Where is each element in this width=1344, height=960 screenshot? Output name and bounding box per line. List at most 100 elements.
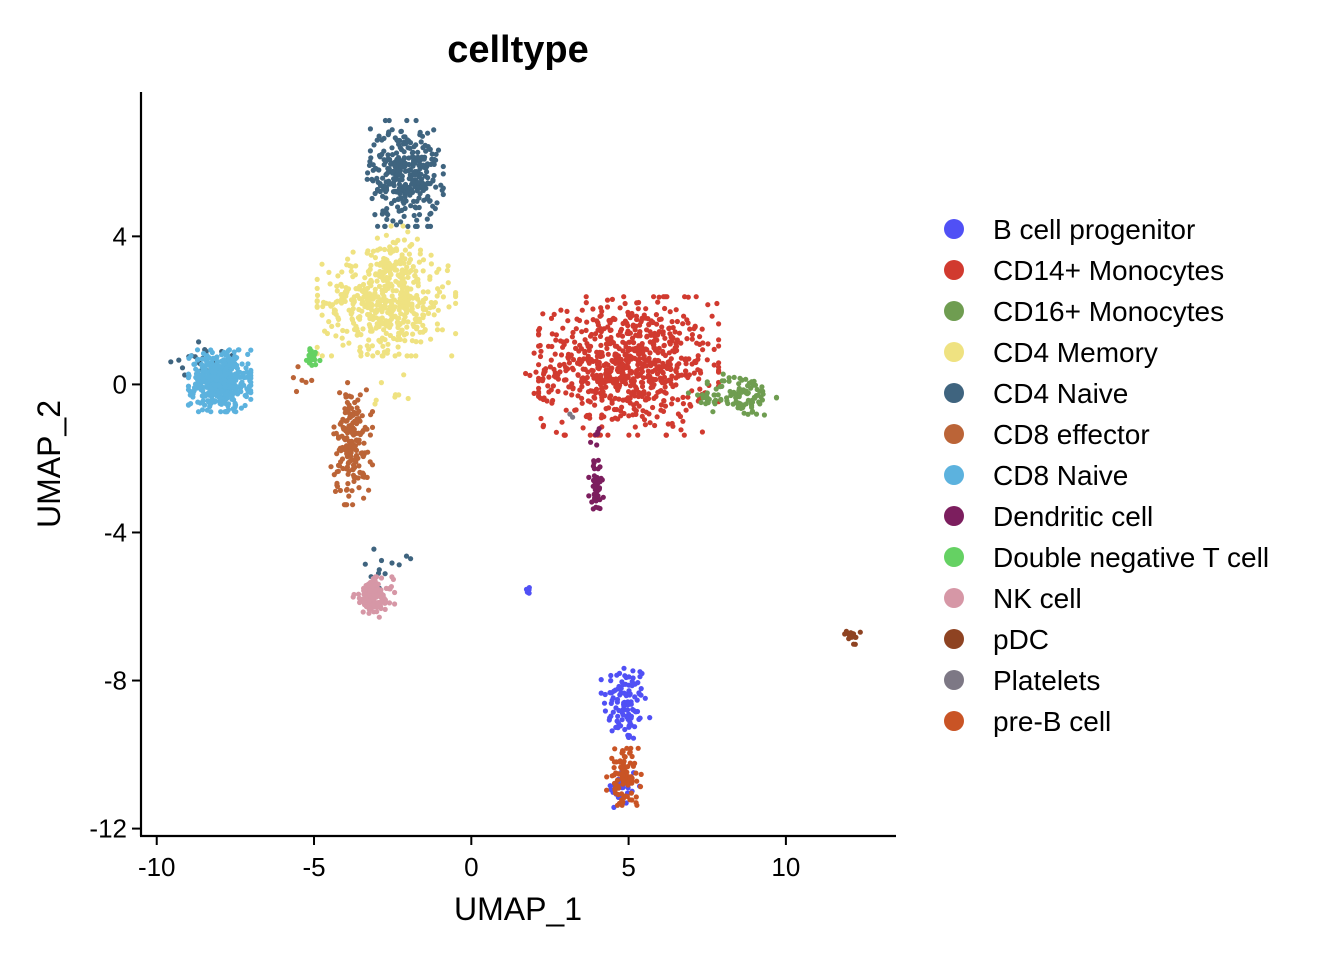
- data-point: [569, 392, 575, 398]
- data-point: [594, 318, 600, 324]
- data-point: [437, 289, 443, 295]
- data-point: [606, 373, 613, 379]
- data-point: [428, 336, 434, 342]
- data-point: [389, 293, 395, 299]
- data-point: [378, 575, 385, 581]
- data-point: [202, 402, 208, 408]
- data-point: [214, 377, 220, 383]
- data-point: [407, 293, 413, 299]
- data-point: [681, 313, 687, 319]
- data-point: [389, 560, 395, 566]
- data-point: [627, 346, 634, 352]
- data-point: [706, 396, 712, 402]
- data-point: [736, 381, 742, 387]
- data-point: [401, 237, 407, 243]
- data-point: [576, 317, 583, 324]
- data-point: [640, 408, 646, 414]
- data-point: [328, 464, 334, 470]
- data-point: [382, 117, 388, 124]
- data-point: [440, 191, 446, 198]
- data-point: [378, 380, 384, 386]
- data-point: [190, 391, 196, 397]
- data-point: [377, 588, 383, 594]
- data-point: [695, 392, 701, 398]
- legend-swatch: [944, 342, 964, 362]
- data-point: [239, 361, 245, 367]
- data-point: [647, 420, 653, 426]
- data-point: [620, 339, 626, 345]
- data-point: [616, 346, 622, 352]
- series-2: [685, 371, 780, 418]
- data-point: [432, 300, 438, 306]
- data-point: [380, 175, 386, 181]
- data-point: [548, 315, 555, 321]
- x-ticks: -10 -5 0 5 10: [138, 836, 800, 882]
- data-point: [424, 169, 430, 175]
- data-point: [413, 268, 419, 274]
- data-point: [322, 328, 328, 334]
- data-point: [537, 353, 544, 360]
- data-point: [314, 292, 321, 298]
- data-point: [375, 179, 381, 185]
- data-point: [354, 411, 360, 417]
- data-point: [649, 369, 656, 375]
- data-point: [550, 383, 557, 389]
- data-point: [335, 322, 341, 328]
- data-point: [397, 145, 403, 151]
- data-point: [610, 709, 616, 715]
- data-point: [565, 318, 571, 324]
- data-point: [225, 348, 231, 354]
- data-point: [349, 309, 355, 316]
- data-point: [290, 375, 296, 381]
- data-point: [362, 561, 368, 567]
- data-point: [402, 194, 408, 200]
- legend-swatch: [944, 547, 964, 567]
- data-point: [354, 416, 360, 422]
- data-point: [597, 464, 603, 470]
- data-point: [382, 303, 388, 309]
- data-point: [338, 459, 344, 465]
- data-point: [412, 204, 418, 210]
- y-axis-title: UMAP_2: [31, 400, 67, 528]
- data-point: [385, 169, 391, 175]
- data-point: [579, 395, 585, 401]
- data-point: [402, 338, 408, 344]
- data-point: [633, 313, 640, 319]
- data-point: [197, 383, 203, 390]
- data-point: [197, 400, 203, 406]
- data-point: [580, 366, 586, 372]
- data-point: [168, 359, 174, 365]
- data-point: [372, 255, 378, 261]
- data-point: [652, 357, 658, 363]
- data-point: [453, 292, 459, 298]
- data-point: [385, 309, 391, 316]
- data-point: [398, 164, 404, 170]
- data-point: [356, 437, 362, 443]
- data-point: [185, 402, 192, 408]
- data-point: [538, 415, 544, 422]
- data-point: [586, 347, 592, 353]
- data-point: [402, 314, 408, 320]
- data-point: [401, 295, 407, 301]
- data-point: [382, 606, 388, 613]
- data-point: [233, 371, 239, 377]
- data-point: [588, 439, 594, 445]
- data-point: [346, 493, 352, 499]
- data-point: [331, 424, 337, 430]
- data-point: [594, 349, 600, 355]
- legend-swatch: [944, 260, 964, 280]
- data-point: [684, 336, 690, 342]
- data-point: [425, 180, 431, 186]
- legend-label: NK cell: [993, 583, 1082, 614]
- data-point: [376, 614, 382, 620]
- data-point: [371, 577, 378, 583]
- data-point: [319, 353, 325, 359]
- data-point: [345, 409, 351, 415]
- data-point: [390, 288, 396, 294]
- data-point: [402, 205, 408, 212]
- data-point: [570, 357, 577, 363]
- data-point: [630, 735, 637, 741]
- legend-swatch: [944, 465, 964, 485]
- data-point: [643, 346, 649, 352]
- data-point: [396, 351, 402, 357]
